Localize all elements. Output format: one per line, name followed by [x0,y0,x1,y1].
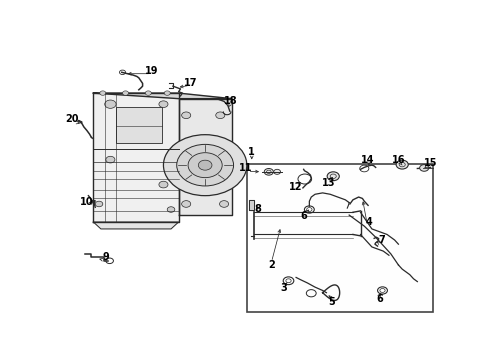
Circle shape [326,172,339,181]
Circle shape [419,165,428,171]
Circle shape [95,201,102,207]
Text: 18: 18 [224,96,237,107]
Circle shape [181,201,190,207]
Circle shape [164,91,170,95]
Bar [246,164,432,312]
Text: 19: 19 [145,66,159,76]
Circle shape [167,207,175,212]
Text: 16: 16 [391,155,405,165]
Polygon shape [93,93,231,99]
Circle shape [122,91,128,95]
Text: 20: 20 [65,114,79,125]
Circle shape [176,144,233,186]
Polygon shape [92,201,95,204]
Text: 13: 13 [321,178,334,188]
Circle shape [163,135,246,195]
Text: 5: 5 [327,297,334,307]
Text: 14: 14 [360,155,373,165]
Polygon shape [93,222,178,229]
Circle shape [273,169,280,174]
Text: 10: 10 [80,197,94,207]
Text: 9: 9 [102,252,109,262]
Text: 4: 4 [365,217,371,227]
Text: 1: 1 [248,147,255,157]
Polygon shape [249,200,254,210]
Circle shape [159,101,168,108]
Circle shape [145,91,151,95]
Text: 6: 6 [375,294,382,304]
Text: 3: 3 [280,283,287,293]
Text: 15: 15 [423,158,436,168]
Text: 12: 12 [288,182,302,192]
Circle shape [395,160,407,169]
Polygon shape [178,99,231,215]
Text: 6: 6 [300,211,306,221]
Circle shape [100,91,105,95]
Text: 17: 17 [183,77,197,87]
Circle shape [188,153,222,177]
Text: 8: 8 [254,204,261,214]
Circle shape [198,160,211,170]
Text: 7: 7 [377,235,384,245]
Bar [116,107,161,143]
Circle shape [104,100,116,108]
Circle shape [105,156,115,163]
Circle shape [219,201,228,207]
Circle shape [215,112,224,118]
Circle shape [264,168,273,175]
Text: 11: 11 [239,163,252,174]
Text: 2: 2 [267,260,274,270]
Circle shape [181,112,190,118]
Polygon shape [93,93,178,222]
Circle shape [159,181,168,188]
